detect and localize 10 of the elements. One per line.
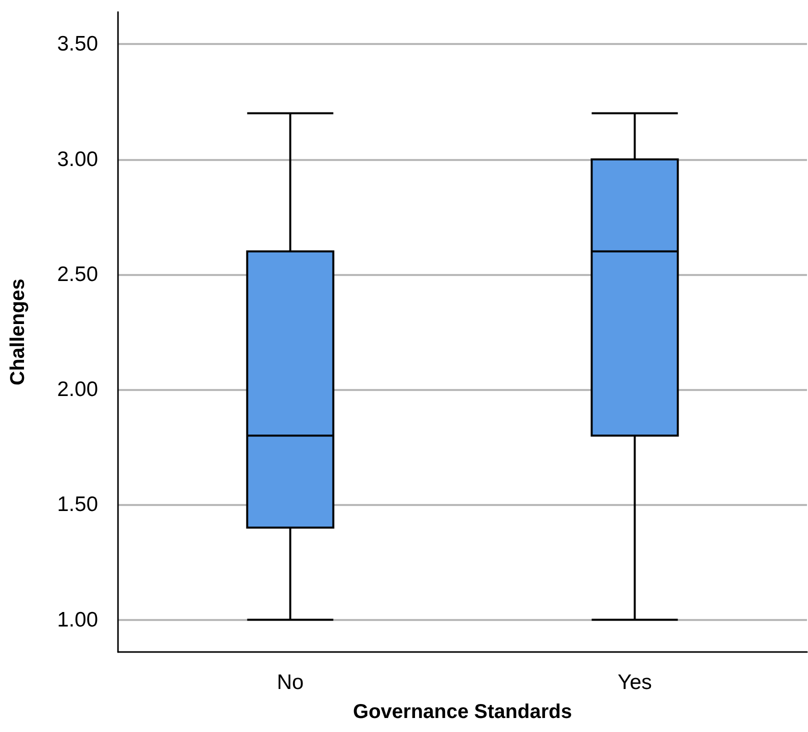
x-tick-label: Yes: [618, 671, 652, 694]
y-tick-label: 1.50: [57, 493, 98, 516]
x-axis-title: Governance Standards: [353, 701, 572, 723]
y-tick-label: 1.00: [57, 608, 98, 632]
y-tick-label: 3.00: [57, 148, 98, 171]
y-tick-label: 3.50: [57, 32, 98, 56]
x-tick-label: No: [276, 671, 304, 694]
y-axis-title: Challenges: [7, 278, 29, 386]
y-tick-label: 2.50: [57, 262, 98, 286]
y-tick-label: 2.00: [57, 378, 98, 402]
